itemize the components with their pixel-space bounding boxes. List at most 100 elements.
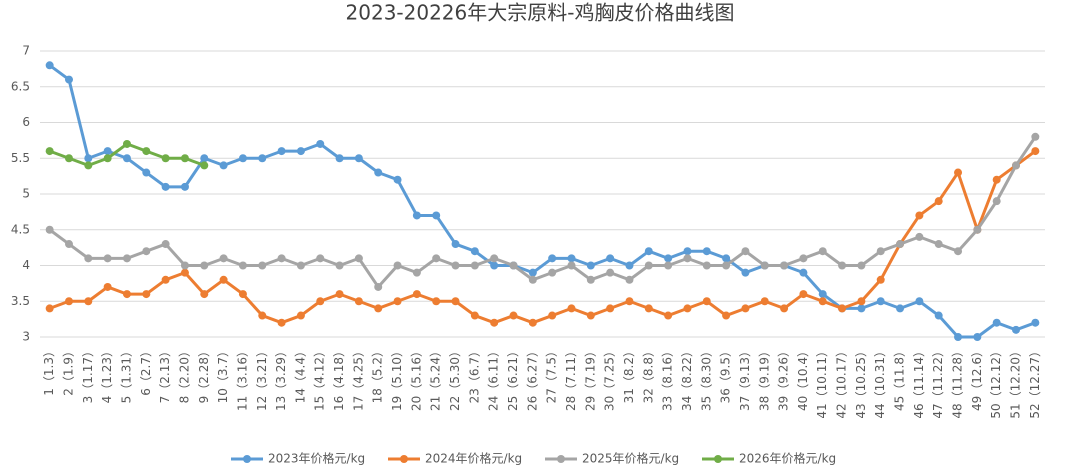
x-tick-label: 18（5.2） <box>371 345 385 403</box>
legend-marker <box>557 455 565 463</box>
data-point <box>664 254 673 263</box>
data-point <box>586 275 595 284</box>
data-point <box>161 182 170 191</box>
data-point <box>528 275 537 284</box>
data-point <box>238 290 247 299</box>
data-point <box>896 240 905 249</box>
legend-label: 2023年价格元/kg <box>268 451 365 466</box>
legend-marker <box>243 455 251 463</box>
data-point <box>296 261 305 270</box>
data-point <box>64 297 73 306</box>
x-tick-label: 51（12.20） <box>1009 345 1023 419</box>
data-point <box>722 261 731 270</box>
legend-marker <box>400 455 408 463</box>
data-point <box>934 240 943 249</box>
data-point <box>915 297 924 306</box>
data-point <box>625 261 634 270</box>
data-point <box>354 297 363 306</box>
x-tick-label: 40（10.4） <box>796 345 810 411</box>
data-point <box>103 147 112 156</box>
data-point <box>374 282 383 291</box>
data-point <box>722 254 731 263</box>
data-point <box>702 247 711 256</box>
data-point <box>316 139 325 148</box>
series-line <box>48 64 1036 339</box>
data-point <box>412 211 421 220</box>
data-point <box>354 154 363 163</box>
x-tick-label: 15（4.12） <box>313 345 327 411</box>
data-point <box>432 297 441 306</box>
x-tick-label: 21（5.24） <box>429 345 443 411</box>
data-point <box>180 182 189 191</box>
data-point <box>161 154 170 163</box>
chart-title: 2023-20226年大宗原料-鸡胸皮价格曲线图 <box>346 1 735 25</box>
data-point <box>528 268 537 277</box>
data-point <box>548 268 557 277</box>
data-point <box>84 297 93 306</box>
data-point <box>509 311 518 320</box>
data-point <box>45 61 54 70</box>
series-line <box>49 149 1037 325</box>
data-point <box>683 304 692 313</box>
data-point <box>142 290 151 299</box>
y-tick-label: 5.5 <box>11 151 30 165</box>
data-point <box>84 254 93 263</box>
data-point <box>374 168 383 177</box>
data-point <box>625 297 634 306</box>
y-tick-label: 3.5 <box>11 294 30 308</box>
data-point <box>838 304 847 313</box>
data-point <box>316 297 325 306</box>
data-point <box>664 261 673 270</box>
x-tick-label: 30（7.25） <box>603 345 617 411</box>
x-tick-label: 39（9.26） <box>777 345 791 411</box>
x-tick-label: 29（7.19） <box>583 345 597 411</box>
data-point <box>625 275 634 284</box>
x-tick-label: 38（9.19） <box>757 345 771 411</box>
data-point <box>1031 147 1040 156</box>
data-point <box>142 247 151 256</box>
x-tick-label: 47（11.22） <box>931 345 945 419</box>
data-point <box>644 304 653 313</box>
data-point <box>432 254 441 263</box>
data-point <box>799 290 808 299</box>
x-tick-label: 22（5.30） <box>448 345 462 411</box>
x-tick-label: 19（5.10） <box>390 345 404 411</box>
data-point <box>741 304 750 313</box>
data-point <box>683 247 692 256</box>
data-point <box>992 318 1001 327</box>
data-point <box>799 268 808 277</box>
data-point <box>412 268 421 277</box>
x-tick-label: 17（4.25） <box>351 345 365 411</box>
x-tick-label: 13（3.29） <box>274 345 288 411</box>
data-point <box>876 247 885 256</box>
data-point <box>84 161 93 170</box>
x-tick-label: 31（8.2） <box>622 345 636 403</box>
legend-label: 2026年价格元/kg <box>739 451 836 466</box>
data-point <box>857 297 866 306</box>
data-point <box>122 254 131 263</box>
x-tick-label: 49（12.6） <box>970 345 984 411</box>
data-point <box>219 254 228 263</box>
data-point <box>451 261 460 270</box>
data-point <box>586 311 595 320</box>
data-point <box>741 247 750 256</box>
x-tick-label: 4（1.23） <box>100 345 114 403</box>
data-point <box>934 311 943 320</box>
data-point <box>258 154 267 163</box>
data-point <box>161 275 170 284</box>
data-point <box>64 240 73 249</box>
x-tick-label: 27（7.5） <box>545 345 559 403</box>
data-point <box>296 311 305 320</box>
x-tick-label: 36（9.5） <box>719 345 733 403</box>
x-tick-label: 43（10.25） <box>854 345 868 419</box>
data-point <box>122 290 131 299</box>
data-point <box>335 154 344 163</box>
data-point <box>818 297 827 306</box>
data-point <box>1012 325 1021 334</box>
data-point <box>470 261 479 270</box>
data-point <box>393 297 402 306</box>
data-point <box>992 197 1001 206</box>
data-point <box>238 261 247 270</box>
x-tick-label: 24（6.11） <box>487 345 501 411</box>
